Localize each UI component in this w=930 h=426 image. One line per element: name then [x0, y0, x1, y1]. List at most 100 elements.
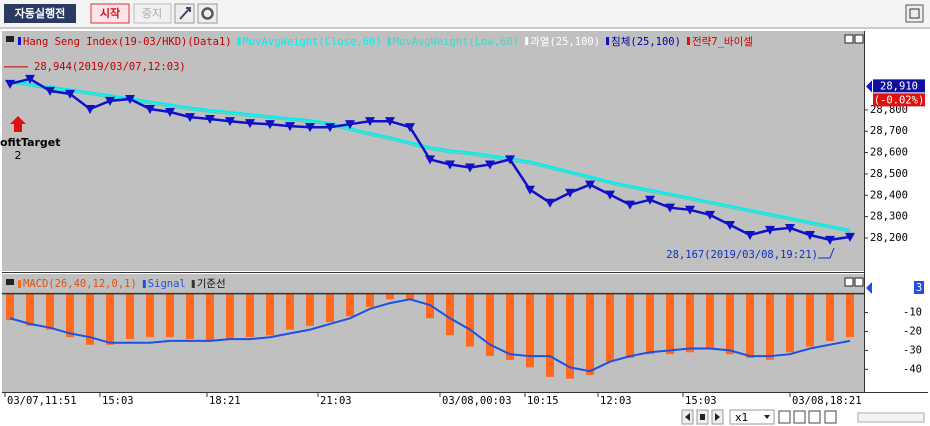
window-glyph — [909, 8, 920, 19]
dropdown-glyph — [764, 415, 770, 419]
zoom-fit[interactable] — [824, 410, 837, 424]
price-marker — [485, 160, 495, 170]
macd-bar — [106, 293, 114, 345]
price-marker — [225, 117, 235, 127]
price-marker — [105, 96, 115, 106]
legend-swatch — [237, 37, 241, 45]
macd-bar — [406, 293, 414, 300]
panel-max-button[interactable] — [854, 277, 864, 287]
price-marker — [465, 163, 475, 173]
legend-label: Hang Seng Index(19-03/HKD)(Data1) — [23, 36, 232, 48]
macd-bar — [726, 293, 734, 355]
macd-bar — [646, 293, 654, 355]
price-marker — [505, 155, 515, 165]
macd-bar — [706, 293, 714, 349]
profit-target-label: ofitTarget — [0, 136, 61, 149]
auto-run-button[interactable] — [4, 4, 76, 23]
price-marker — [725, 220, 735, 230]
profit-target-count: 2 — [15, 149, 22, 162]
price-marker — [365, 117, 375, 127]
legend-label: 과열(25,100) — [530, 36, 600, 48]
price-marker — [125, 94, 135, 104]
macd-bar — [86, 293, 94, 345]
legend-label: MovAvgWeight(Low,60) — [393, 36, 519, 48]
stop-button[interactable] — [133, 3, 172, 24]
price-marker — [25, 74, 35, 84]
macd-bar — [466, 293, 474, 347]
current-arrow — [866, 282, 872, 294]
macd-bar — [486, 293, 494, 357]
y-tick-label: 28,300 — [870, 211, 908, 223]
price-marker — [205, 115, 215, 125]
price-marker — [245, 119, 255, 129]
zoom-in[interactable] — [793, 410, 806, 424]
legend-swatch — [606, 37, 610, 45]
y-tick-label: 28,800 — [870, 104, 908, 116]
macd-bar — [186, 293, 194, 340]
y-tick-label: -10 — [903, 307, 922, 319]
legend-swatch — [686, 37, 690, 45]
price-marker — [745, 230, 755, 240]
price-marker — [805, 230, 815, 240]
x-tick-label: 15:03 — [102, 395, 134, 407]
panel-min-button[interactable] — [844, 34, 854, 44]
panel-min-button[interactable] — [844, 277, 854, 287]
legend-swatch — [525, 37, 529, 45]
stop-glyph — [700, 414, 705, 420]
price-marker — [5, 79, 15, 89]
price-marker — [545, 198, 555, 208]
settings-icon[interactable] — [197, 3, 218, 24]
series-line — [9, 298, 851, 373]
price-marker — [265, 120, 275, 130]
start-button[interactable] — [90, 3, 130, 24]
legend-swatch — [191, 280, 195, 288]
last-change-box — [873, 93, 925, 107]
macd-bar — [746, 293, 754, 358]
zoom-out[interactable] — [778, 410, 791, 424]
macd-bar — [166, 293, 174, 338]
x-tick-label: 18:21 — [209, 395, 241, 407]
legend-label: MACD(26,40,12,0,1) — [23, 278, 137, 290]
macd-bar — [266, 293, 274, 336]
macd-bar — [206, 293, 214, 341]
price-marker — [565, 188, 575, 198]
price-marker — [85, 105, 95, 115]
y-tick-label: 28,200 — [870, 232, 908, 244]
zoom-reset[interactable] — [808, 410, 821, 424]
y-tick-label: -20 — [903, 325, 922, 337]
price-marker — [445, 160, 455, 170]
series-line — [9, 82, 851, 233]
macd-bar — [226, 293, 234, 340]
y-tick-label: -30 — [903, 344, 922, 356]
wrench-glyph — [179, 7, 191, 20]
window-button[interactable] — [905, 4, 924, 23]
legend-swatch — [142, 280, 146, 288]
last-value-box — [914, 281, 924, 294]
legend-label: 기준선 — [197, 278, 226, 290]
price-marker — [345, 120, 355, 130]
price-marker — [625, 200, 635, 210]
price-marker — [765, 225, 775, 235]
scrollbar[interactable] — [857, 412, 925, 423]
zoom-label: x1 — [735, 411, 749, 424]
macd-bar — [66, 293, 74, 338]
zoom-select[interactable] — [729, 409, 775, 425]
macd-bar — [146, 293, 154, 338]
last-price-box — [873, 79, 925, 93]
right-glyph — [715, 413, 720, 421]
macd-bar — [346, 293, 354, 317]
legend-swatch — [18, 37, 21, 45]
panel-icon — [6, 279, 14, 285]
macd-bar — [806, 293, 814, 347]
panel-max-button[interactable] — [854, 34, 864, 44]
macd-bar — [566, 293, 574, 379]
price-marker — [425, 155, 435, 165]
stop-label: 중지 — [142, 7, 162, 20]
macd-bar — [686, 293, 694, 353]
macd-bar — [606, 293, 614, 362]
price-marker — [645, 195, 655, 205]
price-marker — [385, 117, 395, 127]
start-label: 시작 — [100, 6, 120, 20]
price-marker — [185, 113, 195, 123]
